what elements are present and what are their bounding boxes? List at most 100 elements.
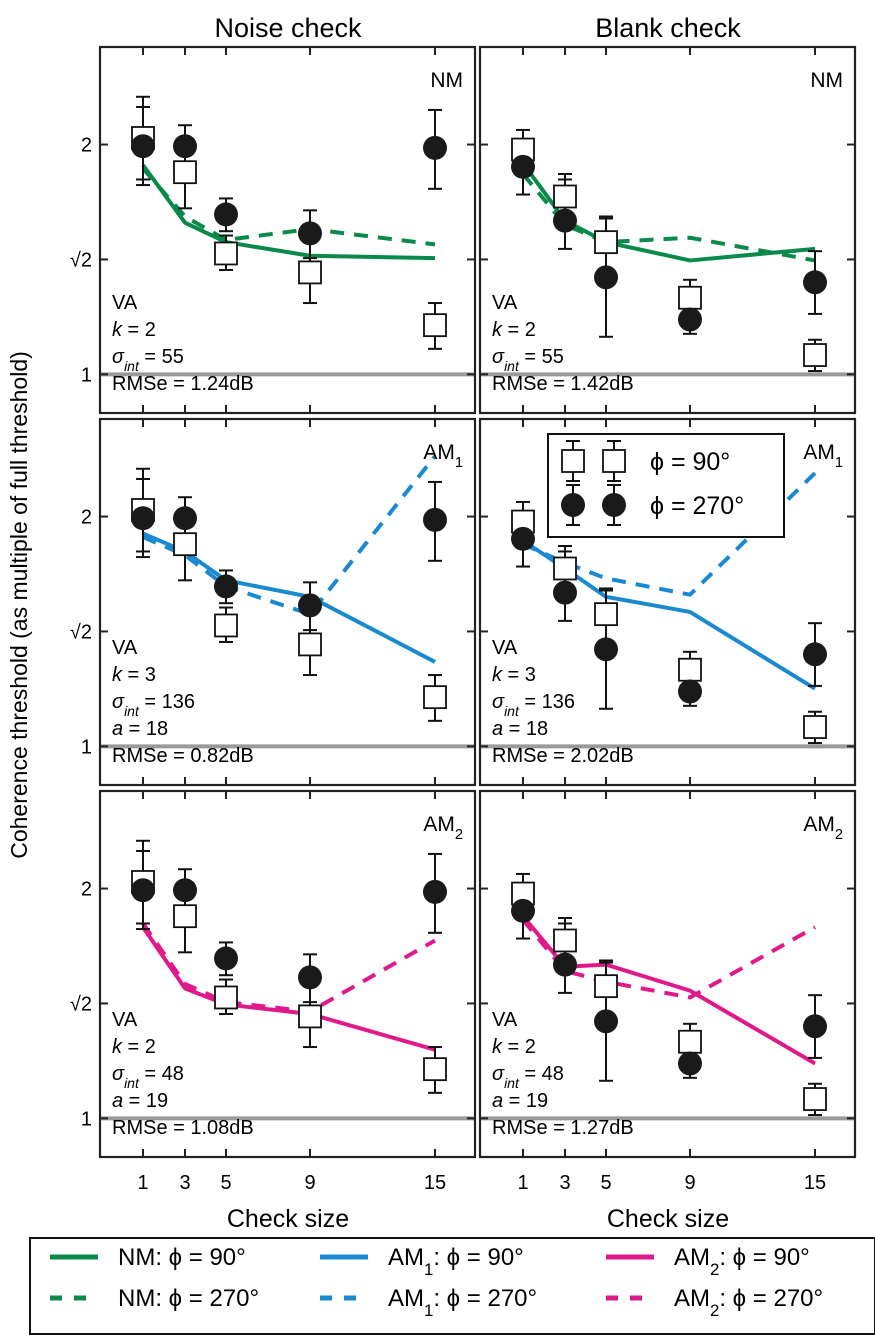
model-legend: NM: ϕ = 90° AM1: ϕ = 90° AM2: ϕ = 90°NM: ϕ… (29, 1237, 875, 1335)
param-subscript: int (504, 358, 520, 374)
marker-square-phase-90 (803, 343, 827, 367)
marker-circle-phase-270 (298, 221, 322, 246)
param-equals: = (139, 691, 162, 713)
marker-circle-phase-270 (594, 637, 618, 662)
param-name: σ (112, 1063, 125, 1085)
param-name: k (492, 664, 503, 686)
legend-label: ϕ = 90° (650, 448, 730, 476)
legend-entry: NM: ϕ = 90° (118, 1244, 246, 1271)
param-equals: = (502, 319, 525, 341)
param-name: σ (492, 346, 505, 368)
param-k: k = 3 (112, 664, 156, 686)
column-title-noise: Noise check (214, 13, 362, 43)
param-a: a = 19 (112, 1090, 168, 1112)
marker-circle-phase-270 (553, 952, 577, 977)
model-tag: AM1 (423, 441, 463, 471)
legend-model: NM (118, 1285, 155, 1312)
param-k: k = 2 (112, 319, 156, 341)
param-sigma: σint = 136 (492, 691, 575, 719)
param-equals: = (519, 691, 542, 713)
param-subscript: int (504, 703, 520, 719)
legend-phase: : ϕ = 90° (433, 1244, 523, 1271)
x-tick-label: 5 (220, 1172, 231, 1194)
param-value: 48 (162, 1063, 184, 1085)
rmse-label: RMSe = 1.08dB (112, 1117, 254, 1139)
marker-square-phase-90 (594, 974, 618, 999)
marker-circle-phase-270 (803, 270, 827, 295)
x-tick-label: 3 (179, 1172, 190, 1194)
param-value: 18 (146, 718, 168, 740)
param-value: 55 (162, 346, 184, 368)
legend-phase: : ϕ = 270° (433, 1285, 537, 1312)
param-k: k = 2 (492, 319, 536, 341)
param-value: 18 (526, 718, 548, 740)
marker-square-phase-90 (594, 230, 618, 255)
marker-square-phase-90 (803, 715, 827, 739)
marker-square-phase-90 (803, 1087, 827, 1111)
marker-square-phase-90 (298, 632, 322, 657)
marker-legend: ϕ = 90° ϕ = 270° (547, 433, 785, 538)
x-tick-label: 15 (424, 1172, 446, 1194)
marker-square-phase-90 (678, 657, 702, 682)
panel-frame (478, 417, 857, 787)
y-tick-label: 1 (81, 1108, 92, 1130)
marker-circle-phase-270 (678, 1051, 702, 1076)
marker-circle-phase-270 (511, 526, 535, 551)
marker-square-phase-90 (173, 904, 197, 929)
marker-square-phase-90 (173, 532, 197, 557)
marker-circle-phase-270 (511, 154, 535, 179)
legend-marker-square (602, 449, 626, 473)
param-equals: = (503, 718, 526, 740)
param-equals: = (502, 664, 525, 686)
y-tick-label: 2 (81, 135, 92, 157)
param-equals: = (519, 346, 542, 368)
marker-circle-phase-270 (298, 965, 322, 990)
marker-circle-phase-270 (511, 898, 535, 923)
marker-square-phase-90 (594, 602, 618, 627)
marker-circle-phase-270 (298, 593, 322, 618)
legend-entry: AM1: ϕ = 270° (388, 1285, 537, 1320)
param-a: a = 19 (492, 1090, 548, 1112)
y-tick-label: √2 (70, 993, 92, 1015)
model-name: AM (423, 441, 455, 464)
param-equals: = (139, 346, 162, 368)
param-sigma: σint = 136 (112, 691, 195, 719)
param-subscript: int (124, 1075, 140, 1091)
marker-circle-phase-270 (173, 506, 197, 531)
legend-entry: AM2: ϕ = 270° (674, 1285, 823, 1320)
model-subscript: 1 (455, 455, 463, 471)
param-name: σ (112, 691, 125, 713)
rmse-label: RMSe = 0.82dB (112, 745, 254, 767)
param-name: k (112, 664, 123, 686)
marker-legend-box (547, 433, 785, 538)
y-tick-label: √2 (70, 621, 92, 643)
legend-entry: AM2: ϕ = 90° (674, 1244, 810, 1279)
y-tick-label: 2 (81, 507, 92, 529)
y-tick-label: 1 (81, 364, 92, 386)
model-subscript: 2 (835, 827, 843, 843)
model-name: AM (803, 813, 835, 836)
marker-circle-phase-270 (131, 878, 155, 903)
param-value: 2 (525, 1036, 536, 1058)
legend-marker-square (561, 449, 585, 473)
param-value: 136 (162, 691, 195, 713)
marker-circle-phase-270 (214, 574, 238, 599)
param-value: 19 (146, 1090, 168, 1112)
model-tag: NM (430, 69, 463, 92)
rmse-label: RMSe = 2.02dB (492, 745, 634, 767)
panel-frame (478, 789, 857, 1159)
legend-phase: : ϕ = 270° (719, 1285, 823, 1312)
x-tick-label: 1 (517, 1172, 528, 1194)
marker-circle-phase-270 (594, 265, 618, 290)
param-k: k = 3 (492, 664, 536, 686)
legend-marker-circle (602, 493, 626, 517)
y-tick-label: √2 (70, 249, 92, 271)
fit-line-phase-90 (141, 926, 436, 1052)
param-value: 3 (145, 664, 156, 686)
model-subscript: 1 (835, 455, 843, 471)
